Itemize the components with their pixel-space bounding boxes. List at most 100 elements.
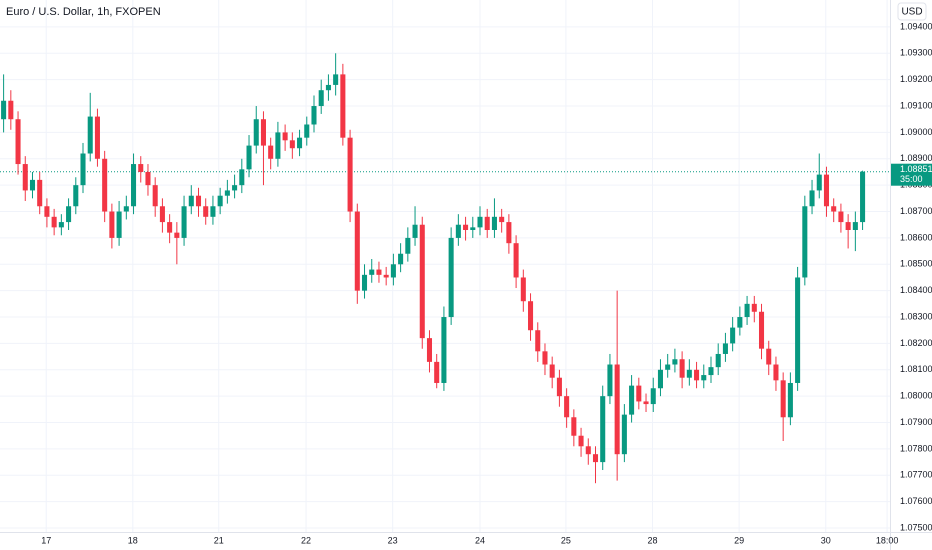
candle-body (217, 195, 223, 207)
candle-body (80, 153, 86, 186)
candle-body (340, 74, 346, 138)
candle-body (816, 174, 822, 191)
y-tick-label: 1.08000 (900, 391, 932, 401)
candle-body (592, 454, 599, 463)
x-tick-label: 17 (41, 535, 51, 545)
y-tick-label: 1.08600 (900, 232, 932, 242)
grid (0, 0, 890, 532)
candle-body (715, 353, 721, 368)
y-tick-label: 1.09400 (900, 21, 932, 31)
candle-body (210, 206, 216, 217)
candle-body (181, 206, 187, 238)
candle-body (564, 396, 570, 418)
y-tick-label: 1.09100 (900, 100, 932, 110)
candle-body (809, 190, 815, 207)
candle-body (773, 364, 779, 381)
candle-body (477, 216, 483, 228)
candle-body (629, 385, 635, 415)
candle-body (87, 116, 93, 154)
candle-body (441, 317, 447, 383)
candle-body (701, 375, 707, 381)
candle-body (390, 264, 396, 278)
y-tick-label: 1.07800 (900, 443, 932, 453)
candle-body (650, 388, 656, 405)
x-tick-label: 22 (301, 535, 311, 545)
y-tick-label: 1.07600 (900, 496, 932, 506)
y-tick-label: 1.09200 (900, 74, 932, 84)
y-tick-label: 1.08700 (900, 206, 932, 216)
candle-body (167, 222, 173, 233)
candle-body (376, 269, 382, 275)
candle-body (535, 330, 541, 352)
candle-body (845, 222, 851, 230)
y-tick-label: 1.08500 (900, 259, 932, 269)
candle-body (304, 124, 310, 138)
currency[interactable]: USD (901, 7, 922, 18)
candle-body (766, 348, 772, 365)
candle-body (491, 216, 497, 230)
candle-body (838, 211, 844, 223)
candle-body (246, 145, 252, 170)
candle-body (138, 164, 144, 172)
candle-body (232, 185, 238, 191)
candle-body (159, 206, 165, 223)
x-tick-label: 18 (128, 535, 138, 545)
candle-body (484, 216, 490, 230)
candle-body (513, 243, 519, 278)
candle-body (751, 303, 757, 312)
candle-body (116, 211, 122, 238)
y-tick-label: 1.08100 (900, 364, 932, 374)
candle-body (123, 206, 129, 212)
candle-body (361, 274, 368, 291)
candle-body (347, 137, 353, 212)
candle-body (665, 364, 671, 370)
candle-body (556, 377, 562, 397)
candle-body (412, 224, 418, 238)
x-tick-label: 28 (648, 535, 658, 545)
candle-body (679, 359, 685, 378)
candle-body (354, 211, 360, 291)
candle-body (297, 137, 303, 149)
candle-body (29, 179, 36, 191)
candle-body (860, 171, 866, 223)
candle-body (831, 206, 837, 212)
candle-body (66, 206, 72, 223)
candle-body (318, 90, 324, 107)
candle-body (780, 380, 786, 418)
y-tick-label: 1.09000 (900, 127, 932, 137)
candle-body (398, 253, 404, 265)
candle-body (58, 222, 64, 228)
candle-body (614, 364, 620, 455)
candle-body (470, 227, 476, 230)
x-tick-label: 21 (214, 535, 224, 545)
last-price-badge (891, 163, 932, 186)
candle-body (621, 414, 627, 455)
candle-body (239, 169, 245, 186)
candle-body (549, 364, 555, 378)
candle-body (636, 385, 642, 402)
candle-body (852, 222, 858, 230)
x-tick-label: 23 (388, 535, 398, 545)
candle-body (686, 369, 692, 378)
candle-body (455, 224, 461, 238)
candle-body (383, 274, 389, 278)
candle-body (730, 327, 736, 344)
candle-body (282, 132, 288, 141)
candle-body (51, 216, 57, 228)
candle-body (520, 277, 526, 302)
labels: 1.07500 1.07600 1.07700 1.07800 1.07900 1.080… (41, 21, 932, 545)
candle-body (73, 185, 79, 207)
candle-body (174, 232, 180, 238)
chart-title: Euro / U.S. Dollar, 1h, FXOPEN (6, 6, 161, 18)
candle-body (203, 206, 209, 217)
candle-body (260, 119, 266, 146)
candle-body (744, 303, 750, 318)
x-tick-label: 24 (475, 535, 485, 545)
candle-body (722, 343, 728, 354)
candle-body (585, 446, 591, 455)
y-tick-label: 1.07900 (900, 417, 932, 427)
currency-button[interactable] (897, 2, 927, 21)
candle-body (434, 361, 440, 383)
candle-body (289, 140, 295, 149)
